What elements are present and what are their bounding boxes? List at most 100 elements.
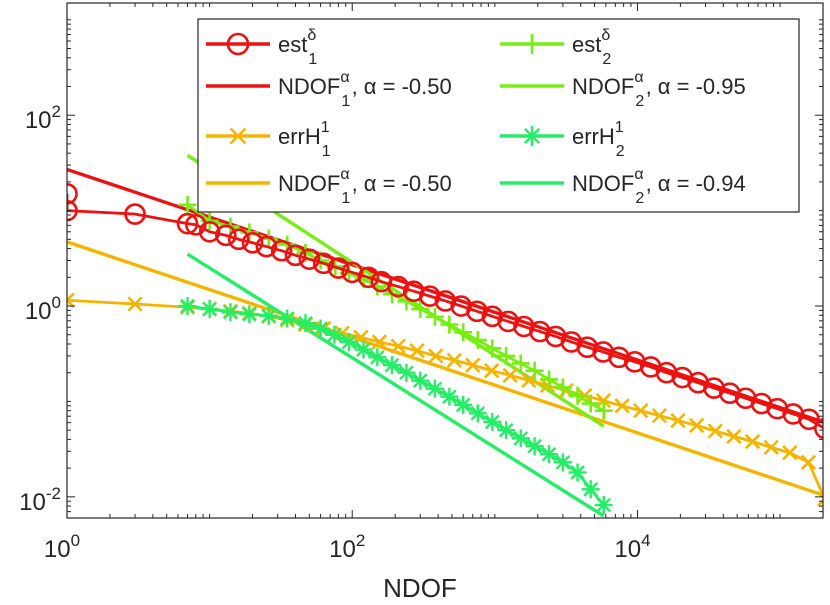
data-point [428,348,444,364]
data-point [178,297,197,316]
data-point [67,292,75,308]
tick-label-base: 10 [25,298,52,325]
legend-label-sub: 1 [322,143,331,160]
legend-label: NDOFα 1, α = -0.50 [278,166,452,207]
legend-label-sup: 1 [615,119,624,136]
fit-line [67,167,823,424]
data-point [67,183,78,205]
legend-label: NDOFα 2, α = -0.95 [572,69,746,110]
data-point [240,305,259,324]
data-point [481,305,504,328]
legend-label: estδ 1 [278,27,317,68]
data-point [655,361,678,384]
legend-label-text: est [278,32,307,57]
data-point [466,300,488,323]
legend-label-sub: 2 [635,190,644,207]
data-point [703,377,725,399]
series-est1 [67,183,823,440]
data-point [581,480,600,499]
legend-label-sub: 1 [341,93,350,110]
legend-label-suffix: , α = -0.94 [646,171,746,196]
legend-label-sub: 2 [616,143,625,160]
data-point [608,346,630,369]
data-point [354,340,373,359]
data-point [371,334,388,350]
data-point [483,412,502,431]
legend-marker [522,34,542,54]
data-point [688,417,705,434]
legend-label: NDOFα 2, α = -0.94 [572,166,746,207]
data-point [215,224,237,247]
data-point [707,423,723,439]
data-point [298,248,321,270]
data-point [817,491,823,507]
legend-label-sub: 1 [308,51,317,68]
legend-item-est2: estδ 2 [500,27,611,68]
tick-label-exponent: 2 [356,531,365,550]
data-point [296,314,315,333]
legend-label-suffix: , α = -0.50 [352,74,452,99]
data-point [221,303,240,322]
data-point [311,319,330,338]
legend-label-sub: 2 [602,51,611,68]
legend-label-text: errH [572,124,615,149]
data-point [340,332,359,351]
data-point [511,429,530,448]
data-point [465,357,481,373]
series-err2 [178,297,613,515]
legend-label-sup: δ [601,27,610,44]
data-point [284,244,307,267]
data-point [411,371,430,390]
data-point [382,356,401,375]
data-point [454,395,473,414]
data-point [127,296,143,312]
series-ndof_err2 [186,252,605,518]
data-point [440,315,459,334]
y-tick-label: 100 [25,293,61,325]
data-point [502,367,518,383]
legend-item-err1: errH1 1 [206,119,331,160]
data-point [651,407,668,424]
tick-label-base: 10 [614,536,641,563]
data-point [178,195,197,214]
data-point [327,257,350,279]
data-point [259,306,278,325]
legend-label-sup: α [634,166,643,183]
legend-item-ndof_est2: NDOFα 2, α = -0.95 [500,69,746,110]
data-point [671,366,694,389]
data-point [411,300,430,319]
data-point [497,421,516,440]
legend-label-sup: α [340,69,349,86]
tick-label-exponent: 0 [52,293,61,312]
data-point [763,439,779,456]
data-point [814,417,823,440]
data-point [798,408,820,431]
tick-label-exponent: 4 [641,531,650,550]
data-point [278,309,297,328]
data-point [581,394,600,413]
data-point [325,325,344,344]
data-point [468,331,487,350]
data-point [124,203,146,225]
x-axis-label: NDOF [383,573,457,603]
series-ndof_err1 [67,240,823,497]
legend-label-text: NDOF [572,171,634,196]
legend-label-text: NDOF [278,74,340,99]
series-ndof_est1 [67,167,823,424]
legend-label-text: NDOF [278,171,340,196]
legend-item-ndof_err2: NDOFα 2, α = -0.94 [500,166,746,207]
legend-label: NDOFα 1, α = -0.50 [278,69,452,110]
data-point [434,290,457,312]
tick-label-exponent: -2 [46,484,61,503]
data-point [483,339,502,358]
x-tick-label: 102 [329,531,365,563]
data-point [744,433,761,450]
data-point [312,252,335,275]
fit-line [67,240,823,497]
data-point [390,338,406,354]
data-point [397,363,416,382]
data-point [468,404,487,423]
data-point [540,370,559,389]
